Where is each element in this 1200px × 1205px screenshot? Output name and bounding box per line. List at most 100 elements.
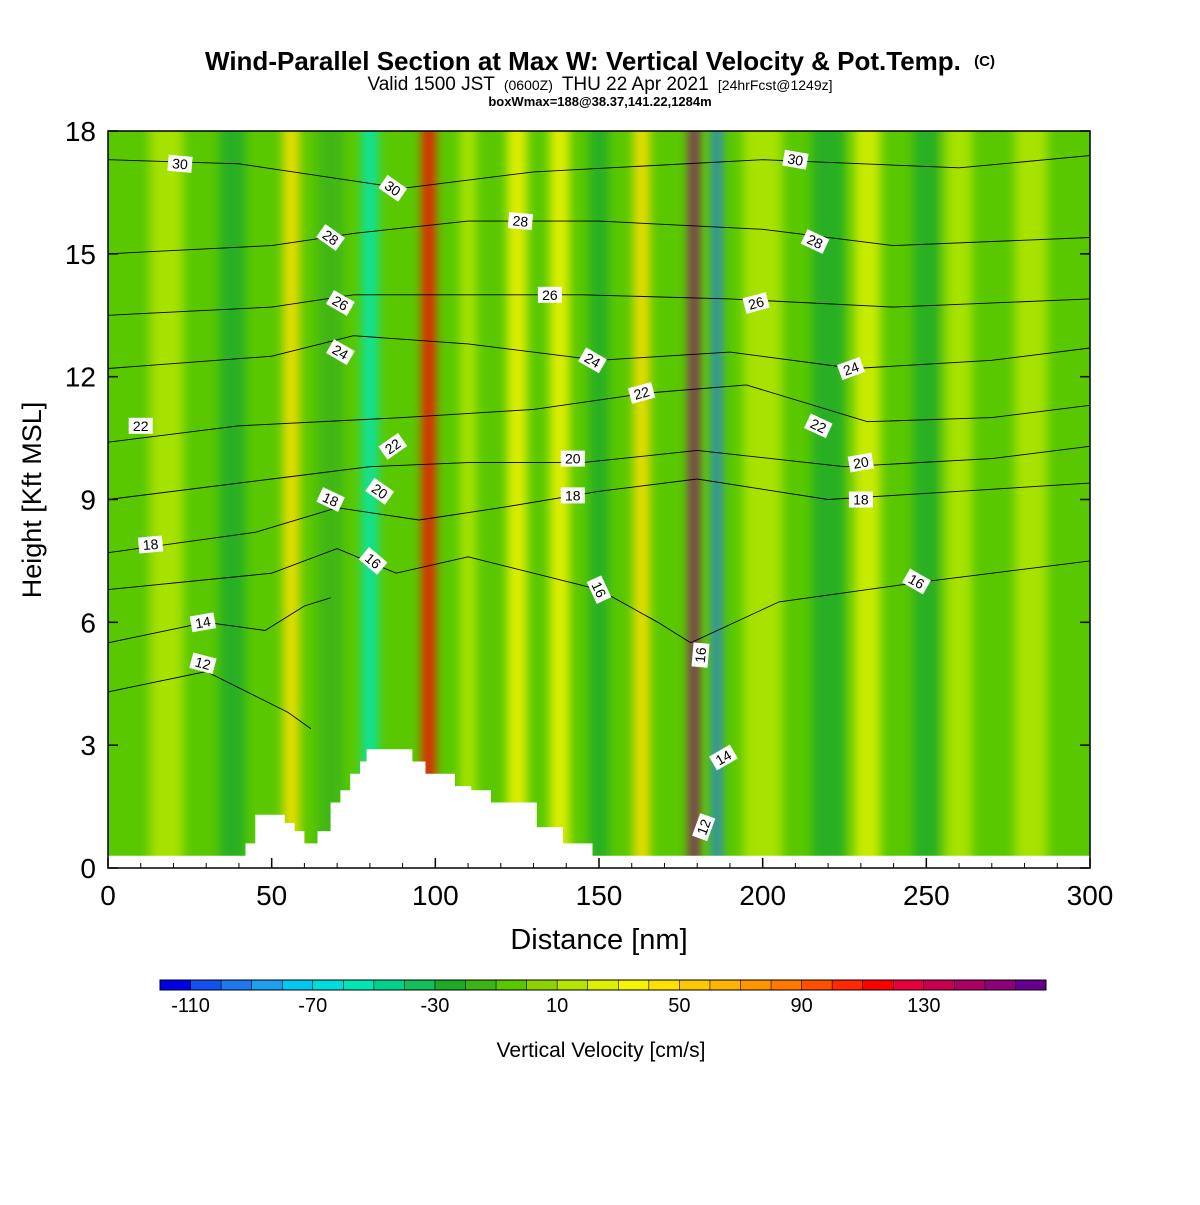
- x-tick-label: 150: [576, 880, 623, 911]
- velocity-band-12: [689, 131, 699, 868]
- x-tick-label: 0: [100, 880, 116, 911]
- x-tick-label: 50: [256, 880, 287, 911]
- velocity-band-7: [459, 131, 477, 868]
- velocity-band-6: [422, 131, 436, 868]
- theta-label-box: [800, 229, 830, 254]
- colorbar: -110 -70 -30 10 50 90 130: [159, 979, 1047, 1017]
- theta-label-28: 14: [709, 744, 738, 771]
- colorbar-swatch-12: [526, 980, 558, 990]
- theta-label-text: 18: [853, 492, 869, 508]
- theta-contour-30: [108, 155, 1090, 189]
- chart-title-suffix: (C): [974, 53, 995, 70]
- theta-label-box: [365, 477, 395, 505]
- theta-label-text: 24: [330, 341, 352, 363]
- theta-label-30: 12: [692, 813, 716, 842]
- terrain: [108, 749, 1090, 868]
- theta-label-text: 22: [808, 415, 829, 436]
- theta-label-2: 30: [782, 149, 809, 170]
- theta-label-text: 26: [542, 287, 558, 303]
- theta-label-text: 20: [565, 451, 581, 467]
- theta-label-4: 28: [507, 212, 534, 231]
- theta-label-box: [560, 487, 585, 504]
- theta-label-text: 14: [194, 613, 212, 631]
- colorbar-swatch-13: [557, 980, 589, 990]
- theta-label-19: 18: [137, 535, 164, 554]
- y-tick-label: 18: [65, 116, 96, 147]
- theta-label-9: 24: [326, 339, 355, 366]
- theta-label-12: 22: [128, 417, 153, 434]
- x-tick-label: 300: [1067, 880, 1114, 911]
- velocity-band-19: [1014, 131, 1048, 868]
- chart-title-main: Wind-Parallel Section at Max W: Vertical…: [205, 46, 961, 76]
- colorbar-swatch-8: [404, 980, 436, 990]
- colorbar-tick-label: 90: [790, 995, 812, 1017]
- theta-label-text: 12: [694, 817, 714, 837]
- theta-label-24: 16: [586, 575, 612, 604]
- colorbar-swatch-21: [801, 980, 833, 990]
- theta-label-box: [848, 491, 873, 508]
- theta-label-3: 28: [316, 224, 346, 251]
- theta-contour-12: [108, 671, 312, 730]
- theta-label-text: 18: [320, 489, 341, 510]
- theta-label-27: 14: [189, 612, 217, 633]
- velocity-field: [108, 131, 1048, 868]
- colorbar-swatch-19: [740, 980, 772, 990]
- theta-label-text: 18: [565, 487, 581, 503]
- colorbar-tick-label: 130: [907, 995, 940, 1017]
- y-tick-label: 12: [65, 362, 96, 393]
- colorbar-tick-label: -30: [421, 995, 450, 1017]
- plot-area: 30 30 30 28 28 28 26 26 26 24 24 24 22 22 22 22 20 20 20 18…: [108, 131, 1090, 868]
- theta-label-5: 28: [800, 229, 830, 254]
- colorbar-swatch-26: [954, 980, 986, 990]
- velocity-band-9: [549, 131, 570, 868]
- x-tick-label: 250: [903, 880, 950, 911]
- x-tick-label: 100: [412, 880, 459, 911]
- colorbar-swatch-10: [465, 980, 497, 990]
- theta-label-box: [627, 382, 656, 404]
- theta-label-text: 16: [588, 579, 609, 600]
- theta-label-29: 12: [189, 652, 217, 675]
- theta-label-text: 30: [786, 150, 804, 168]
- colorbar-swatch-7: [373, 980, 405, 990]
- colorbar-swatch-6: [343, 980, 375, 990]
- theta-label-text: 16: [906, 571, 928, 593]
- theta-label-box: [537, 286, 562, 303]
- colorbar-swatch-11: [496, 980, 528, 990]
- colorbar-swatch-17: [679, 980, 711, 990]
- colorbar-swatch-15: [618, 980, 650, 990]
- theta-label-box: [378, 432, 408, 460]
- theta-label-22: 18: [848, 491, 873, 508]
- theta-labels: 30 30 30 28 28 28 26 26 26 24 24 24 22 22 22 22 20 20 20 18…: [128, 149, 931, 842]
- colorbar-swatch-14: [587, 980, 619, 990]
- colorbar-swatch-16: [648, 980, 680, 990]
- theta-label-box: [578, 347, 607, 374]
- colorbar-swatch-23: [862, 980, 894, 990]
- x-tick-label: 200: [739, 880, 786, 911]
- velocity-band-2: [219, 131, 246, 868]
- valid-date: THU 22 Apr 2021: [562, 74, 709, 95]
- theta-label-box: [782, 149, 809, 170]
- theta-label-text: 12: [193, 654, 212, 674]
- colorbar-swatch-28: [1015, 980, 1047, 990]
- colorbar-frame: [159, 979, 1047, 991]
- theta-label-box: [378, 174, 408, 202]
- velocity-band-17: [913, 131, 940, 868]
- theta-label-text: 16: [692, 646, 709, 663]
- theta-label-text: 20: [852, 453, 870, 471]
- velocity-band-3: [283, 131, 300, 868]
- velocity-band-13: [711, 131, 722, 868]
- y-tick-label: 6: [80, 607, 96, 638]
- theta-label-14: 22: [627, 382, 656, 404]
- theta-label-text: 28: [512, 212, 529, 229]
- y-tick-label: 0: [80, 853, 96, 884]
- colorbar-swatch-22: [832, 980, 864, 990]
- colorbar-label: Vertical Velocity [cm/s]: [497, 1039, 706, 1062]
- theta-label-text: 26: [330, 292, 352, 314]
- y-tick-label: 9: [80, 485, 96, 516]
- theta-label-box: [358, 547, 388, 575]
- theta-label-box: [189, 652, 217, 675]
- theta-label-13: 22: [378, 432, 408, 460]
- theta-label-text: 24: [582, 349, 604, 371]
- theta-label-11: 24: [836, 356, 866, 381]
